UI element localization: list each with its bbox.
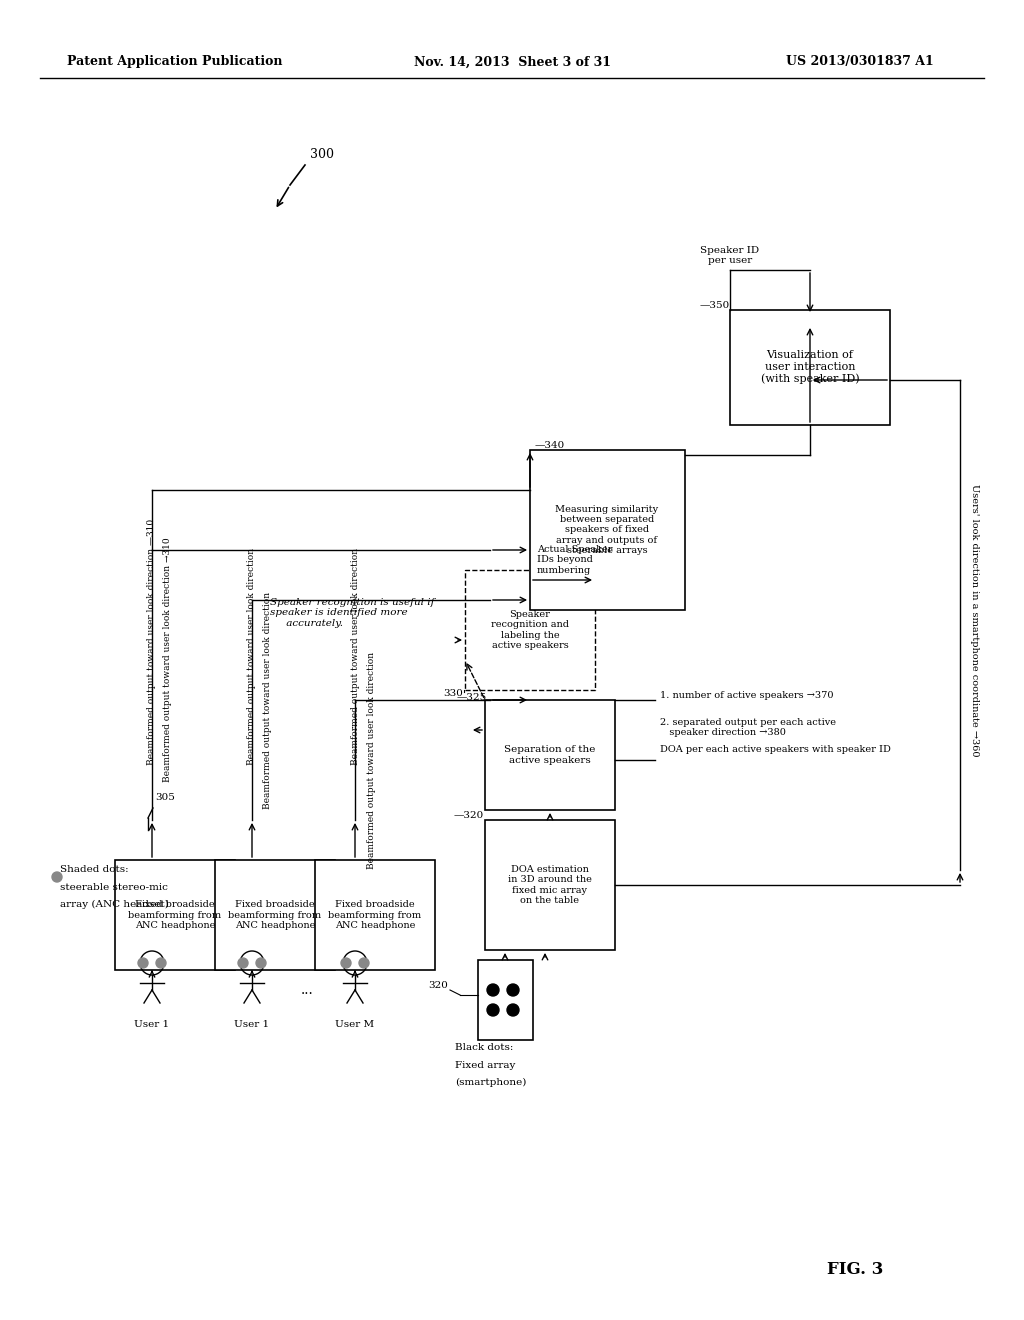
Text: Fixed broadside
beamforming from
ANC headphone: Fixed broadside beamforming from ANC hea… <box>329 900 422 929</box>
Bar <box>530 450 685 610</box>
Text: Beamformed output toward user look direction: Beamformed output toward user look direc… <box>367 652 376 869</box>
Text: 2. separated output per each active
   speaker direction →380: 2. separated output per each active spea… <box>660 718 836 738</box>
Text: Speaker
recognition and
labeling the
active speakers: Speaker recognition and labeling the act… <box>490 610 569 651</box>
Bar <box>485 700 615 810</box>
Text: Beamformed output toward user look direction: Beamformed output toward user look direc… <box>263 591 272 809</box>
Circle shape <box>238 958 248 968</box>
Text: Beamformed output toward user look direction: Beamformed output toward user look direc… <box>350 548 359 766</box>
Circle shape <box>507 983 519 997</box>
Text: 300: 300 <box>310 149 334 161</box>
Text: Speaker recognition is useful if
speaker is identified more
     accurately.: Speaker recognition is useful if speaker… <box>270 598 434 628</box>
Text: array (ANC headset): array (ANC headset) <box>60 899 169 908</box>
Circle shape <box>52 873 62 882</box>
Text: Beamformed output toward user look direction —310: Beamformed output toward user look direc… <box>147 519 157 766</box>
Text: FIG. 3: FIG. 3 <box>826 1262 883 1279</box>
Bar <box>115 861 234 970</box>
Circle shape <box>487 983 499 997</box>
Bar <box>485 820 615 950</box>
Text: Nov. 14, 2013  Sheet 3 of 31: Nov. 14, 2013 Sheet 3 of 31 <box>414 55 610 69</box>
Circle shape <box>507 1005 519 1016</box>
Text: Black dots:: Black dots: <box>455 1044 513 1052</box>
Text: Fixed broadside
beamforming from
ANC headphone: Fixed broadside beamforming from ANC hea… <box>128 900 221 929</box>
Bar <box>730 310 890 425</box>
Text: —340: —340 <box>535 441 565 450</box>
Text: Visualization of
user interaction
(with speaker ID): Visualization of user interaction (with … <box>761 350 859 384</box>
Text: Beamformed output toward user look direction →310: Beamformed output toward user look direc… <box>164 537 172 783</box>
Text: Measuring similarity
between separated
speakers of fixed
array and outputs of
st: Measuring similarity between separated s… <box>555 504 658 556</box>
Bar <box>478 960 534 1040</box>
Text: —320: —320 <box>454 810 484 820</box>
Text: User 1: User 1 <box>234 1020 269 1030</box>
Text: (smartphone): (smartphone) <box>455 1077 526 1086</box>
Text: Speaker ID
per user: Speaker ID per user <box>700 246 760 265</box>
Bar <box>465 570 595 690</box>
Circle shape <box>138 958 148 968</box>
Text: —325: —325 <box>457 693 487 702</box>
Text: Shaded dots:: Shaded dots: <box>60 866 129 874</box>
Circle shape <box>341 958 351 968</box>
Text: 320: 320 <box>428 981 449 990</box>
Bar <box>315 861 435 970</box>
Circle shape <box>156 958 166 968</box>
Text: Fixed array: Fixed array <box>455 1060 515 1069</box>
Text: User M: User M <box>336 1020 375 1030</box>
Bar <box>215 861 335 970</box>
Text: US 2013/0301837 A1: US 2013/0301837 A1 <box>786 55 934 69</box>
Text: Beamformed output toward user look direction: Beamformed output toward user look direc… <box>248 548 256 766</box>
Text: DOA estimation
in 3D around the
fixed mic array
on the table: DOA estimation in 3D around the fixed mi… <box>508 865 592 906</box>
Text: —350: —350 <box>699 301 730 309</box>
Text: Actual Speaker
IDs beyond
numbering: Actual Speaker IDs beyond numbering <box>537 545 612 574</box>
Text: User 1: User 1 <box>134 1020 170 1030</box>
Text: DOA per each active speakers with speaker ID: DOA per each active speakers with speake… <box>660 746 891 755</box>
Text: 330: 330 <box>443 689 463 698</box>
Circle shape <box>487 1005 499 1016</box>
Circle shape <box>256 958 266 968</box>
Text: Separation of the
active speakers: Separation of the active speakers <box>504 746 596 764</box>
Circle shape <box>359 958 369 968</box>
Text: Users' look direction in a smartphone coordinate →360: Users' look direction in a smartphone co… <box>971 483 980 756</box>
Text: Fixed broadside
beamforming from
ANC headphone: Fixed broadside beamforming from ANC hea… <box>228 900 322 929</box>
Text: steerable stereo-mic: steerable stereo-mic <box>60 883 168 891</box>
Text: ...: ... <box>301 983 313 997</box>
Text: 305: 305 <box>155 793 175 803</box>
Text: 1. number of active speakers →370: 1. number of active speakers →370 <box>660 690 834 700</box>
Text: Patent Application Publication: Patent Application Publication <box>68 55 283 69</box>
